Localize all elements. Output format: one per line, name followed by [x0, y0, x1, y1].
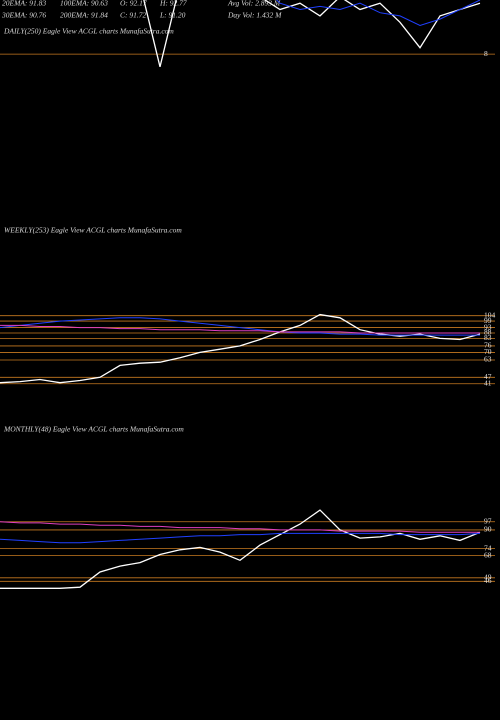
header-stat: O: 92.17	[120, 0, 147, 8]
y-tick-label: 47	[484, 372, 492, 381]
y-tick-label: 74	[484, 543, 492, 552]
header-stat: 30EMA: 90.76	[1, 11, 46, 20]
y-tick-label: 76	[484, 341, 492, 350]
y-tick-label: 99	[484, 316, 492, 325]
price-line	[0, 317, 480, 336]
header-stat: Avg Vol: 2.893 M	[227, 0, 281, 8]
y-tick-label: 83	[484, 333, 492, 342]
header-stat: H: 92.77	[159, 0, 187, 8]
y-tick-label: 70	[484, 347, 492, 356]
y-tick-label: 63	[484, 355, 492, 364]
price-line	[0, 521, 480, 533]
price-line	[0, 313, 481, 384]
series-group	[0, 509, 481, 589]
y-tick-label: 8	[484, 49, 488, 58]
header-stat: C: 91.72	[120, 11, 147, 20]
y-tick-label: 104	[484, 310, 496, 319]
y-tick-label: 46	[484, 576, 492, 585]
y-tick-label: 97	[484, 516, 492, 525]
header-stat: Day Vol: 1.432 M	[227, 11, 282, 20]
series-group	[0, 313, 481, 384]
y-tick-label: 90	[484, 525, 492, 534]
y-tick-label: 88	[484, 328, 492, 337]
header-stat: 100EMA: 90.63	[60, 0, 108, 8]
price-line	[0, 532, 481, 544]
header-stat: 20EMA: 91.83	[2, 0, 46, 8]
y-tick-label: 93	[484, 322, 492, 331]
panel-title: WEEKLY(253) Eagle View ACGL charts Munaf…	[4, 226, 182, 235]
y-tick-label: 49	[484, 573, 492, 582]
price-line	[143, 0, 481, 67]
header-stat: 200EMA: 91.84	[60, 11, 108, 20]
panel-title: MONTHLY(48) Eagle View ACGL charts Munaf…	[3, 425, 184, 434]
panel-title: DAILY(250) Eagle View ACGL charts Munafa…	[3, 27, 174, 36]
y-tick-label: 41	[484, 379, 492, 388]
price-line	[0, 509, 481, 589]
y-tick-label: 68	[484, 550, 492, 559]
series-group	[143, 0, 481, 67]
price-line	[0, 324, 480, 334]
price-line	[275, 0, 481, 27]
